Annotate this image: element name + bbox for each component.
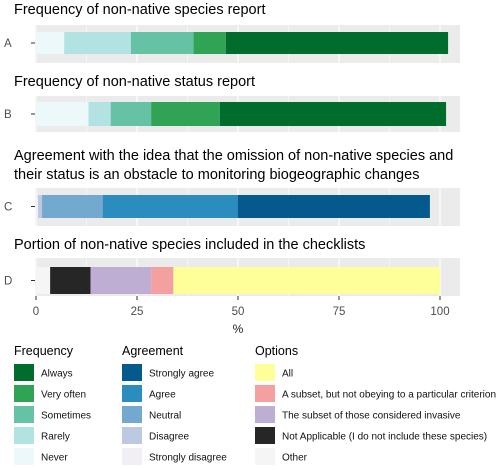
bar-segment-c-strongly-disagree xyxy=(36,195,39,218)
legend-key-strongly-disagree xyxy=(122,448,142,465)
legend-label-all: All xyxy=(282,369,293,380)
x-tick-label: 75 xyxy=(333,306,346,318)
bar-segment-a-always xyxy=(225,32,449,54)
bar-segment-a-rarely xyxy=(64,32,131,54)
bar-segment-b-always xyxy=(219,102,447,126)
x-tick-label: 50 xyxy=(232,306,245,318)
legend-label-other: Other xyxy=(282,453,308,464)
legend-label-the-subset-of-those-considered-invasive: The subset of those considered invasive xyxy=(282,411,461,422)
panel-title-a: Frequency of non-native species report xyxy=(14,2,265,18)
legend-label-never: Never xyxy=(41,453,68,464)
panel-title-d: Portion of non-native species included i… xyxy=(14,237,365,253)
bar-segment-b-sometimes xyxy=(110,102,152,126)
legend-title-agreement: Agreement xyxy=(122,344,184,358)
legend-key-very-often xyxy=(14,385,34,402)
panel-title-b: Frequency of non-native status report xyxy=(14,74,255,90)
y-tick-label-a: A xyxy=(4,38,12,50)
bar-segment-b-never xyxy=(36,102,89,126)
legend-key-other xyxy=(255,448,275,465)
y-tick-label-d: D xyxy=(4,276,12,288)
bar-segment-b-rarely xyxy=(88,102,111,126)
legend-label-very-often: Very often xyxy=(41,390,86,401)
bar-segment-d-other xyxy=(36,267,51,294)
legend-key-rarely xyxy=(14,427,34,444)
bar-segment-c-agree xyxy=(102,195,238,218)
legend-label-always: Always xyxy=(41,369,73,380)
x-axis-title: % xyxy=(233,322,244,336)
legend-label-rarely: Rarely xyxy=(41,432,70,443)
x-tick-label: 0 xyxy=(33,306,39,318)
panel-title-c: Agreement with the idea that the omissio… xyxy=(14,148,453,164)
bar-segment-c-neutral xyxy=(42,195,103,218)
legend-label-disagree: Disagree xyxy=(149,432,189,443)
legend-key-sometimes xyxy=(14,406,34,423)
legend-label-strongly-disagree: Strongly disagree xyxy=(149,453,227,464)
bar-segment-c-strongly-agree xyxy=(238,195,430,218)
legend-label-sometimes: Sometimes xyxy=(41,411,91,422)
legend-label-neutral: Neutral xyxy=(149,411,181,422)
legend-label-agree: Agree xyxy=(149,390,176,401)
legend-key-a-subset-but-not-obeying-to-a-particular-criterion xyxy=(255,385,275,402)
y-tick-label-c: C xyxy=(4,202,12,214)
legend-key-the-subset-of-those-considered-invasive xyxy=(255,406,275,423)
legend-key-agree xyxy=(122,385,142,402)
legend-key-never xyxy=(14,448,34,465)
bar-segment-b-very-often xyxy=(151,102,220,126)
legend-key-strongly-agree xyxy=(122,364,142,381)
bar-segment-d-all xyxy=(173,267,441,294)
legend-title-frequency: Frequency xyxy=(14,344,74,358)
legend-key-all xyxy=(255,364,275,381)
bar-segment-d-the-subset-of-those-considered-invasive xyxy=(90,267,152,294)
bar-segment-c-disagree xyxy=(38,195,43,218)
bar-segment-d-a-subset-but-not-obeying-to-a-particular-criterion xyxy=(151,267,174,294)
x-tick-label: 100 xyxy=(430,306,449,318)
panel-title-c: their status is an obstacle to monitorin… xyxy=(14,167,419,183)
bar-segment-a-never xyxy=(36,32,65,54)
legend-key-always xyxy=(14,364,34,381)
bar-segment-a-very-often xyxy=(193,32,226,54)
bar-segment-a-sometimes xyxy=(130,32,194,54)
legend-key-not-applicable-i-do-not-include-these-species xyxy=(255,427,275,444)
legend-label-not-applicable-i-do-not-include-these-species: Not Applicable (I do not include these s… xyxy=(282,432,487,443)
legend-label-strongly-agree: Strongly agree xyxy=(149,369,214,380)
legend-key-neutral xyxy=(122,406,142,423)
legend-key-disagree xyxy=(122,427,142,444)
bar-segment-d-not-applicable-i-do-not-include-these-species xyxy=(50,267,91,294)
legend-title-options: Options xyxy=(255,344,298,358)
legend-label-a-subset-but-not-obeying-to-a-particular-criterion: A subset, but not obeying to a particula… xyxy=(282,390,496,401)
x-tick-label: 25 xyxy=(131,306,144,318)
y-tick-label-b: B xyxy=(4,109,12,121)
